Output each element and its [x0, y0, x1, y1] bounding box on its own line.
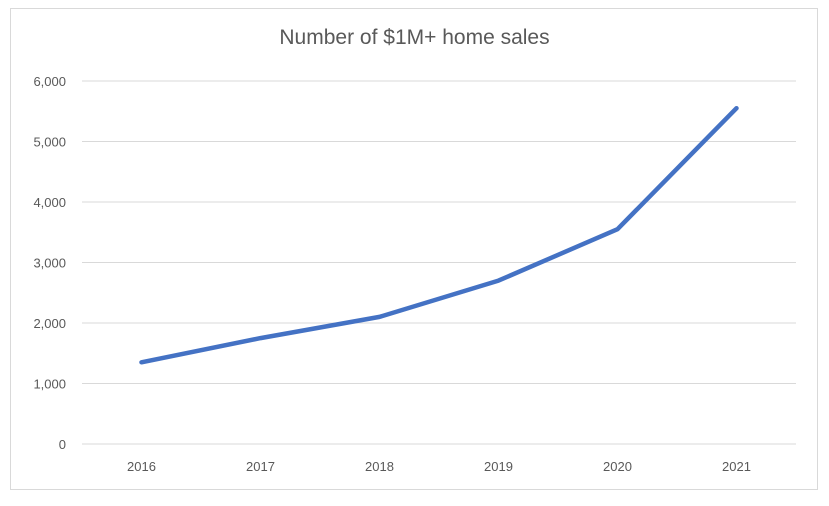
chart-frame [10, 8, 818, 490]
series-layer [139, 105, 739, 365]
y-tick-label: 5,000 [33, 135, 66, 150]
x-tick-label: 2018 [365, 459, 394, 474]
y-tick-label: 4,000 [33, 195, 66, 210]
x-tick-label: 2017 [246, 459, 275, 474]
y-tick-label: 6,000 [33, 74, 66, 89]
x-tick-label: 2019 [484, 459, 513, 474]
y-tick-label: 2,000 [33, 316, 66, 331]
gridlines [82, 80, 796, 445]
y-tick-label: 1,000 [33, 377, 66, 392]
x-tick-label: 2021 [722, 459, 751, 474]
x-axis-tick-labels: 2016 2017 2018 2019 2020 2021 [127, 459, 751, 474]
series-line [139, 105, 739, 365]
chart-title: Number of $1M+ home sales [279, 26, 550, 49]
y-axis-tick-labels: 0 1,000 2,000 3,000 4,000 5,000 6,000 [33, 74, 66, 452]
x-tick-label: 2020 [603, 459, 632, 474]
y-tick-label: 0 [59, 437, 66, 452]
x-tick-label: 2016 [127, 459, 156, 474]
y-tick-label: 3,000 [33, 256, 66, 271]
